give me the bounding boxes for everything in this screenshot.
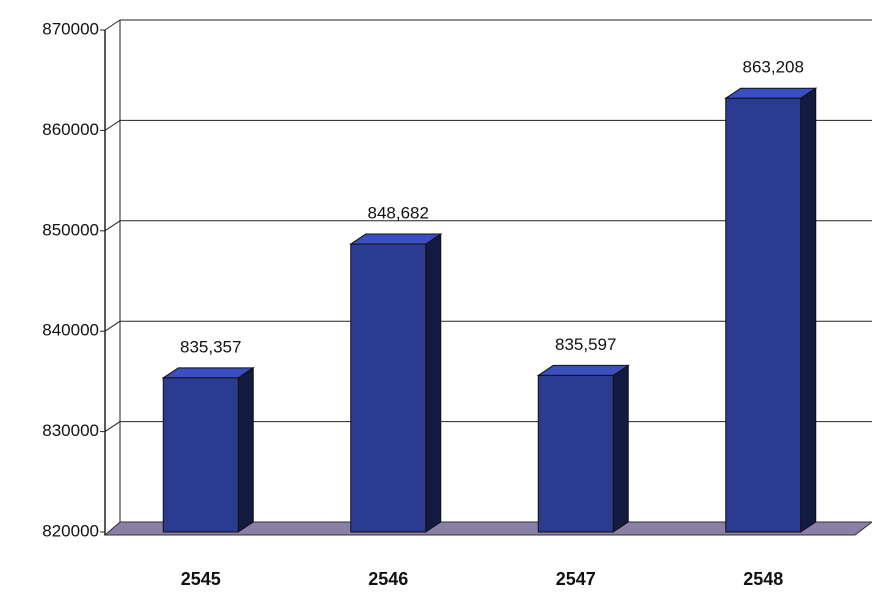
bar [162, 377, 239, 533]
value-label: 835,357 [180, 337, 241, 356]
y-tick-label: 830000 [42, 421, 99, 440]
grid-line [104, 19, 121, 31]
grid-line [104, 421, 121, 433]
bar-side [237, 366, 254, 533]
x-tick-label: 2548 [743, 569, 783, 589]
grid-line [104, 320, 121, 332]
value-label: 848,682 [368, 204, 429, 223]
bar-top [349, 233, 443, 245]
y-tick-label: 840000 [42, 321, 99, 340]
bar [537, 374, 614, 533]
bar-side [800, 87, 817, 533]
bar-side [612, 364, 629, 533]
floor [103, 521, 872, 536]
x-tick-label: 2546 [368, 569, 408, 589]
grid-line [104, 220, 121, 232]
bar-top [536, 364, 630, 376]
grid-line [104, 119, 121, 131]
value-label: 835,597 [555, 335, 616, 354]
y-tick-label: 870000 [42, 19, 99, 38]
y-tick-label: 860000 [42, 120, 99, 139]
bar [725, 97, 802, 533]
bar-top [161, 367, 255, 379]
x-tick-label: 2545 [181, 569, 221, 589]
x-tick-label: 2547 [556, 569, 596, 589]
y-tick-label: 850000 [42, 220, 99, 239]
bar-top [724, 87, 818, 99]
bar-side [425, 233, 442, 533]
value-label: 863,208 [743, 58, 804, 77]
bar [350, 243, 427, 533]
y-tick-label: 820000 [42, 521, 99, 540]
